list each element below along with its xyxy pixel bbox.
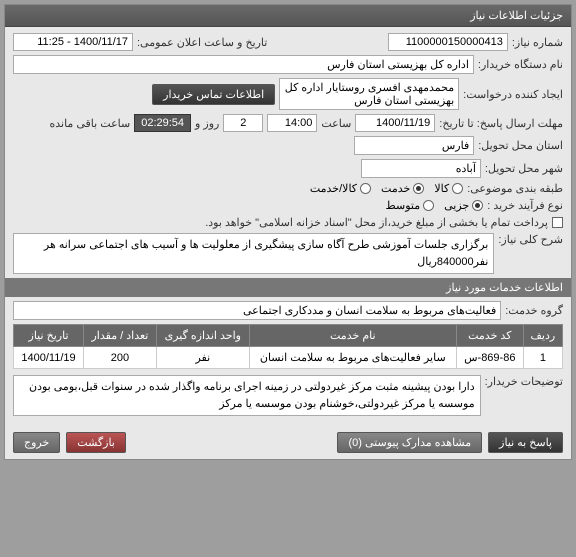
category-label: طبقه بندی موضوعی: [467, 182, 563, 195]
category-radio-both[interactable] [360, 183, 371, 194]
deadline-label: مهلت ارسال پاسخ: تا تاریخ: [439, 117, 563, 130]
delivery-state-value: فارس [354, 136, 474, 155]
requester-label: ایجاد کننده درخواست: [463, 88, 563, 101]
need-number-value: 1100000150000413 [388, 33, 508, 51]
process-radio-medium[interactable] [423, 200, 434, 211]
delivery-city-value: آباده [361, 159, 481, 178]
exit-button[interactable]: خروج [13, 432, 60, 453]
buyer-notes-value: دارا بودن پیشینه مثبت مرکز غیردولتی در ز… [13, 375, 481, 416]
th-code: کد خدمت [456, 325, 523, 347]
category-opt1: کالا [434, 182, 449, 195]
countdown-timer: 02:29:54 [134, 114, 191, 132]
delivery-city-label: شهر محل تحویل: [485, 162, 563, 175]
service-group-value: فعالیت‌های مربوط به سلامت انسان و مددکار… [13, 301, 501, 320]
delivery-state-label: استان محل تحویل: [478, 139, 563, 152]
th-unit: واحد اندازه گیری [156, 325, 249, 347]
footer-buttons: پاسخ به نیاز مشاهده مدارک پیوستی (0) باز… [5, 426, 571, 459]
process-radio-group: جزیی متوسط [386, 199, 484, 212]
payment-checkbox[interactable] [552, 217, 563, 228]
buyer-notes-label: توضیحات خریدار: [485, 375, 563, 388]
desc-value: برگزاری جلسات آموزشی طرح آگاه سازی پیشگی… [13, 233, 494, 274]
panel-title: جزئیات اطلاعات نیاز [5, 5, 571, 27]
announce-value: 1400/11/17 - 11:25 [13, 33, 133, 51]
category-radio-group: کالا خدمت کالا/خدمت [310, 182, 463, 195]
need-number-label: شماره نیاز: [512, 36, 563, 49]
td-date: 1400/11/19 [14, 347, 84, 369]
category-radio-goods[interactable] [452, 183, 463, 194]
td-code: 869-86-س [456, 347, 523, 369]
services-header: اطلاعات خدمات مورد نیاز [5, 278, 571, 297]
category-opt3: کالا/خدمت [310, 182, 357, 195]
category-radio-service[interactable] [413, 183, 424, 194]
th-row: ردیف [523, 325, 562, 347]
time-label-1: ساعت [321, 117, 351, 130]
td-unit: نفر [156, 347, 249, 369]
need-details-panel: جزئیات اطلاعات نیاز شماره نیاز: 11000001… [4, 4, 572, 460]
deadline-time: 14:00 [267, 114, 317, 132]
process-opt2: متوسط [386, 199, 421, 212]
service-group-label: گروه خدمت: [505, 304, 563, 317]
payment-note: پرداخت تمام یا بخشی از مبلغ خرید،از محل … [205, 216, 548, 229]
th-date: تاریخ نیاز [14, 325, 84, 347]
td-qty: 200 [84, 347, 157, 369]
deadline-date: 1400/11/19 [355, 114, 435, 132]
contact-buyer-button[interactable]: اطلاعات تماس خریدار [152, 84, 275, 105]
th-qty: تعداد / مقدار [84, 325, 157, 347]
desc-label: شرح کلی نیاز: [498, 233, 563, 246]
requester-value: محمدمهدی افسری روستایار اداره کل بهزیستی… [279, 78, 459, 110]
announce-label: تاریخ و ساعت اعلان عمومی: [137, 36, 267, 49]
remaining-label: ساعت باقی مانده [49, 117, 130, 130]
attachments-button[interactable]: مشاهده مدارک پیوستی (0) [337, 432, 482, 453]
td-name: سایر فعالیت‌های مربوط به سلامت انسان [249, 347, 456, 369]
td-row: 1 [523, 347, 562, 369]
th-name: نام خدمت [249, 325, 456, 347]
back-button[interactable]: بازگشت [66, 432, 126, 453]
days-value: 2 [223, 114, 263, 132]
days-label: روز و [195, 117, 219, 130]
process-label: نوع فرآیند خرید : [487, 199, 563, 212]
services-table: ردیف کد خدمت نام خدمت واحد اندازه گیری ت… [13, 324, 563, 369]
buyer-value: اداره کل بهزیستی استان فارس [13, 55, 474, 74]
respond-button[interactable]: پاسخ به نیاز [488, 432, 563, 453]
panel-body: شماره نیاز: 1100000150000413 تاریخ و ساع… [5, 27, 571, 426]
process-opt1: جزیی [444, 199, 469, 212]
buyer-label: نام دستگاه خریدار: [478, 58, 563, 71]
process-radio-minor[interactable] [472, 200, 483, 211]
category-opt2: خدمت [381, 182, 410, 195]
table-row[interactable]: 1 869-86-س سایر فعالیت‌های مربوط به سلام… [14, 347, 563, 369]
